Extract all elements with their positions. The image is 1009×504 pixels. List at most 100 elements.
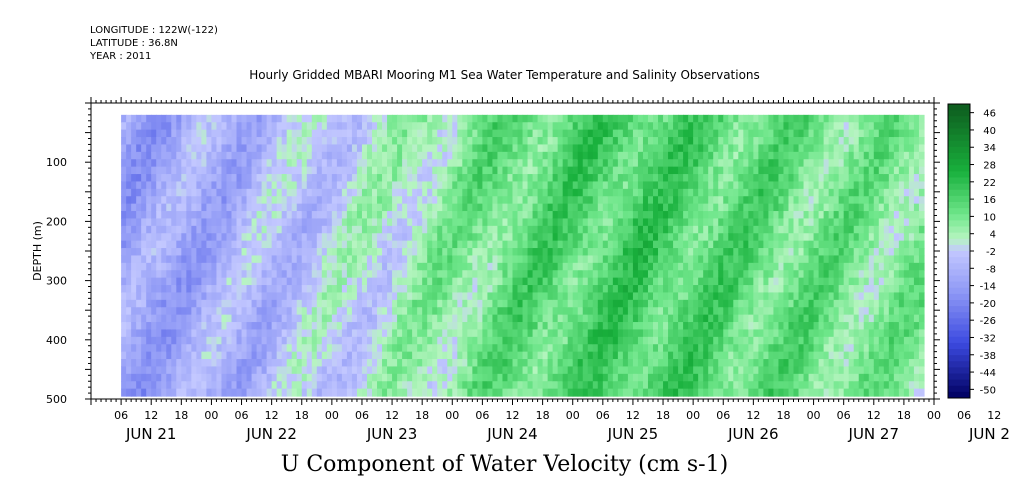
heat-cell	[517, 144, 524, 153]
heat-cell	[397, 233, 403, 242]
heat-cell	[532, 388, 539, 397]
heat-cell	[211, 218, 218, 227]
heat-cell	[432, 225, 438, 234]
heat-cell	[346, 307, 353, 316]
heat-cell	[627, 129, 634, 138]
heat-cell	[296, 181, 303, 190]
heat-cell	[632, 196, 639, 205]
heatmap-field	[121, 114, 925, 397]
heat-cell	[442, 174, 448, 183]
heat-cell	[336, 314, 343, 323]
heat-cell	[462, 307, 468, 316]
heat-cell	[597, 373, 604, 382]
heat-cell	[221, 114, 228, 123]
heat-cell	[171, 129, 177, 138]
heat-cell	[502, 292, 509, 301]
heat-cell	[512, 144, 519, 153]
heat-cell	[377, 277, 383, 286]
heat-cell	[236, 373, 243, 382]
heat-cell	[186, 174, 192, 183]
heat-cell	[291, 381, 298, 390]
heat-cell	[221, 233, 228, 242]
heat-cell	[126, 129, 132, 138]
heat-cell	[512, 255, 519, 264]
heat-cell	[462, 174, 468, 183]
heat-cell	[311, 188, 318, 197]
heat-cell	[412, 144, 418, 153]
heat-cell	[507, 299, 514, 308]
heat-cell	[632, 292, 639, 301]
heat-cell	[291, 262, 298, 271]
heat-cell	[361, 255, 368, 264]
heat-cell	[723, 373, 729, 382]
heat-cell	[256, 255, 263, 264]
heat-cell	[382, 248, 388, 257]
heat-cell	[522, 233, 529, 242]
heat-cell	[482, 314, 489, 323]
heat-cell	[236, 366, 243, 375]
heat-cell	[306, 322, 313, 331]
heat-cell	[668, 381, 674, 390]
heat-cell	[126, 248, 132, 257]
heat-cell	[256, 151, 263, 160]
heat-cell	[587, 144, 594, 153]
heat-cell	[221, 166, 228, 175]
heat-cell	[582, 174, 589, 183]
heat-cell	[718, 233, 724, 242]
heat-cell	[442, 373, 448, 382]
heat-cell	[587, 307, 594, 316]
heat-cell	[336, 225, 343, 234]
heat-cell	[201, 233, 208, 242]
heat-cell	[698, 122, 704, 131]
heat-cell	[171, 137, 177, 146]
heat-cell	[432, 366, 438, 375]
heat-cell	[281, 129, 288, 138]
heat-cell	[417, 270, 423, 279]
heat-cell	[121, 381, 127, 390]
heat-cell	[552, 314, 559, 323]
heat-cell	[366, 248, 373, 257]
heat-cell	[121, 181, 127, 190]
heat-cell	[377, 225, 383, 234]
heat-cell	[612, 240, 619, 249]
heat-cell	[356, 307, 363, 316]
heat-cell	[126, 240, 132, 249]
heat-cell	[592, 270, 599, 279]
heat-cell	[271, 292, 278, 301]
heat-cell	[397, 218, 403, 227]
heat-cell	[326, 196, 333, 205]
heat-cell	[206, 122, 213, 131]
heat-cell	[743, 307, 749, 316]
heat-cell	[753, 159, 759, 168]
heat-cell	[181, 359, 187, 368]
heat-cell	[668, 329, 674, 338]
heat-cell	[607, 151, 614, 160]
heat-cell	[311, 292, 318, 301]
heat-cell	[437, 166, 443, 175]
heat-cell	[151, 373, 157, 382]
heat-cell	[487, 137, 494, 146]
heat-cell	[688, 233, 694, 242]
heat-cell	[236, 285, 243, 294]
heat-cell	[201, 359, 208, 368]
heat-cell	[181, 277, 187, 286]
heat-cell	[397, 151, 403, 160]
heat-cell	[663, 218, 669, 227]
heat-cell	[146, 359, 152, 368]
heat-cell	[161, 151, 167, 160]
heat-cell	[753, 181, 759, 190]
heat-cell	[156, 129, 162, 138]
heat-cell	[597, 114, 604, 123]
heat-cell	[668, 314, 674, 323]
heat-cell	[246, 248, 253, 257]
heat-cell	[221, 129, 228, 138]
heat-cell	[392, 203, 398, 212]
heat-cell	[472, 144, 478, 153]
heat-cell	[577, 307, 584, 316]
heat-cell	[171, 159, 177, 168]
heat-cell	[612, 277, 619, 286]
heat-cell	[487, 329, 494, 338]
heat-cell	[703, 314, 709, 323]
heat-cell	[658, 122, 664, 131]
heat-cell	[492, 151, 499, 160]
